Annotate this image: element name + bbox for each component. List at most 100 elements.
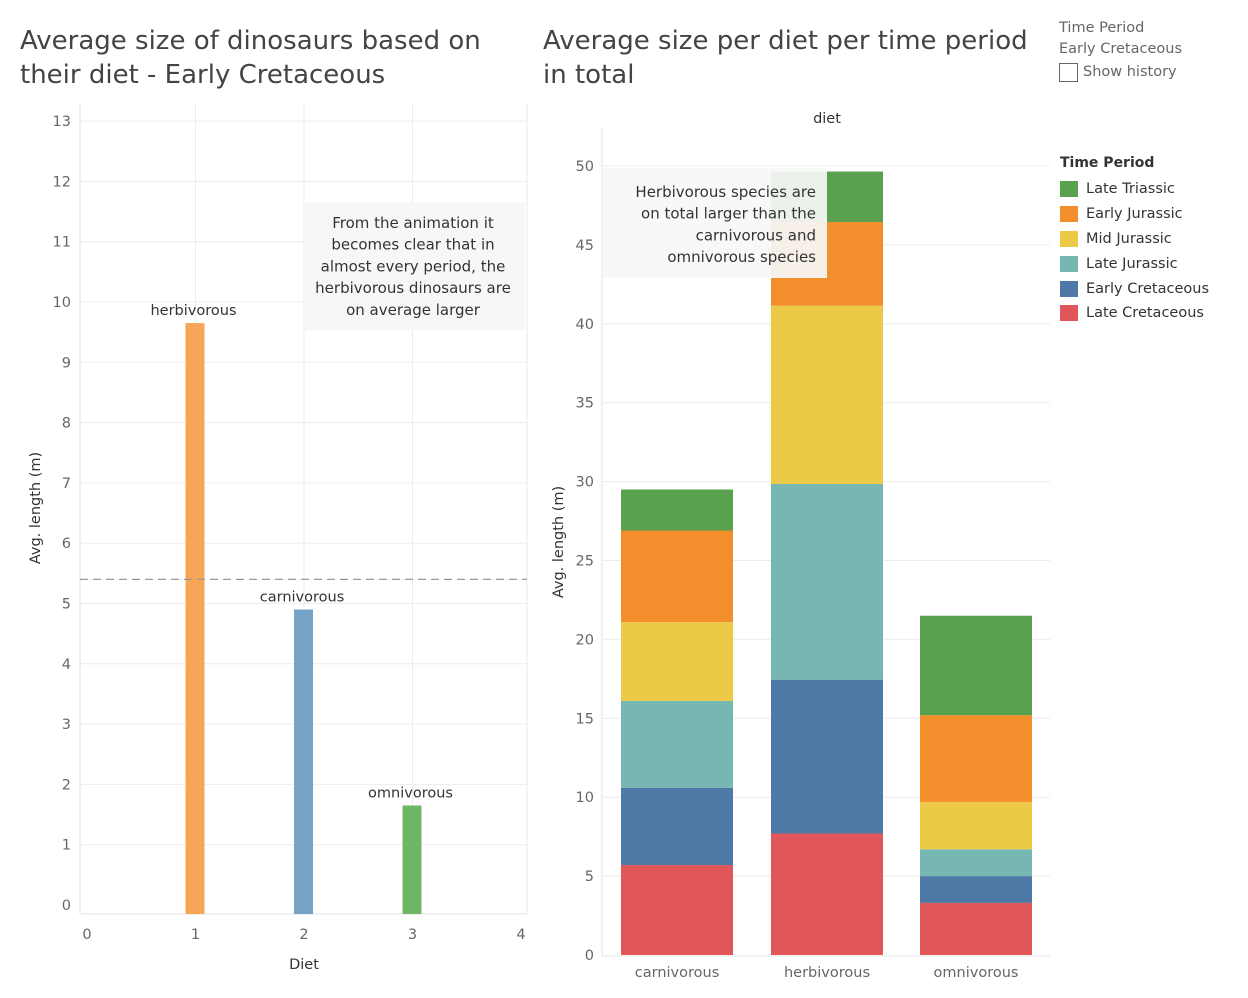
y-tick-label: 7	[62, 476, 71, 492]
annotation-text: omnivorous species	[667, 248, 816, 266]
y-tick-label: 0	[62, 898, 71, 914]
legend-label: Late Cretaceous	[1086, 305, 1204, 322]
x-tick-label: 0	[82, 927, 91, 943]
y-tick-label: 45	[576, 238, 594, 254]
annotation-text: on total larger than the	[641, 205, 816, 223]
y-tick-label: 20	[576, 632, 594, 648]
stacked-bar-segment	[771, 679, 883, 834]
y-tick-label: 13	[53, 114, 71, 130]
bar	[294, 609, 313, 914]
annotation-box	[305, 202, 525, 330]
stacked-bar-segment	[920, 801, 1032, 850]
legend-swatch	[1060, 255, 1078, 272]
y-tick-label: 2	[62, 777, 71, 793]
y-tick-label: 1	[62, 838, 71, 854]
x-axis-title: Diet	[289, 957, 319, 973]
stacked-bar-segment	[621, 530, 733, 623]
legend-swatch	[1060, 206, 1078, 223]
y-tick-label: 12	[53, 174, 71, 190]
stacked-bar-segment	[621, 622, 733, 701]
x-tick-label: 1	[191, 927, 200, 943]
bar	[402, 805, 422, 914]
legend-swatch	[1060, 181, 1078, 198]
time-period-filter: Time Period Early Cretaceous Show histor…	[1059, 18, 1182, 83]
time-period-legend: Time Period Late Triassic Early Jurassic M…	[1060, 155, 1209, 326]
y-axis-title: Avg. length (m)	[28, 452, 44, 564]
y-tick-label: 11	[53, 235, 71, 251]
x-axis-title: diet	[813, 111, 841, 127]
show-history-checkbox[interactable]	[1059, 63, 1078, 82]
y-tick-label: 9	[62, 355, 71, 371]
y-tick-label: 25	[576, 554, 594, 570]
left-chart-title: Average size of dinosaurs based on their…	[20, 26, 481, 90]
stacked-bar-segment	[621, 700, 733, 788]
legend-item[interactable]: Mid Jurassic	[1060, 227, 1209, 252]
annotation-text: on average larger	[346, 301, 481, 319]
show-history-label: Show history	[1083, 64, 1177, 80]
y-tick-label: 8	[62, 416, 71, 432]
y-tick-label: 15	[576, 711, 594, 727]
annotation-text: almost every period, the	[321, 257, 506, 275]
y-tick-label: 50	[576, 159, 594, 175]
stacked-bar-segment	[771, 833, 883, 955]
y-axis-title: Avg. length (m)	[551, 486, 567, 598]
stacked-bar-segment	[920, 715, 1032, 802]
legend-title: Time Period	[1060, 155, 1155, 171]
x-tick-label: 3	[408, 927, 417, 943]
bar	[185, 323, 205, 915]
y-tick-label: 30	[576, 475, 594, 491]
bar-label: herbivorous	[150, 303, 236, 319]
legend-label: Late Triassic	[1086, 181, 1175, 198]
legend-label: Early Jurassic	[1086, 206, 1183, 223]
annotation-text: From the animation it	[332, 214, 494, 232]
x-tick-label: herbivorous	[784, 965, 870, 981]
x-tick-label: 4	[516, 927, 525, 943]
annotation-text: becomes clear that in	[331, 236, 494, 254]
legend-item[interactable]: Late Triassic	[1060, 177, 1209, 202]
stacked-bar-segment	[621, 787, 733, 866]
legend-item[interactable]: Early Jurassic	[1060, 202, 1209, 227]
filter-label: Time Period	[1059, 20, 1145, 36]
annotation-box	[603, 168, 827, 278]
y-tick-label: 40	[576, 317, 594, 333]
y-tick-label: 3	[62, 717, 71, 733]
legend-swatch	[1060, 305, 1078, 322]
legend-label: Mid Jurassic	[1086, 230, 1172, 247]
show-history-toggle[interactable]: Show history	[1059, 62, 1182, 83]
annotation-text: herbivorous dinosaurs are	[315, 279, 511, 297]
bar-label: omnivorous	[368, 786, 453, 802]
filter-value: Early Cretaceous	[1059, 41, 1182, 57]
y-tick-label: 5	[62, 597, 71, 613]
right-chart: 0 5 10 15 20 25 30 35 40 45 50 diet Avg. length (m) c…	[551, 111, 1050, 981]
legend-swatch	[1060, 230, 1078, 247]
y-tick-label: 35	[576, 396, 594, 412]
legend-label: Early Cretaceous	[1086, 280, 1209, 297]
legend-item[interactable]: Early Cretaceous	[1060, 276, 1209, 301]
stacked-bar-segment	[621, 489, 733, 531]
stacked-bar-segment	[771, 483, 883, 680]
stacked-bar-segment	[771, 305, 883, 484]
annotation-text: carnivorous and	[696, 226, 816, 244]
y-tick-label: 10	[53, 295, 71, 311]
y-tick-label: 5	[585, 869, 594, 885]
x-tick-label: 2	[299, 927, 308, 943]
bar-label: carnivorous	[260, 590, 345, 606]
x-tick-label: carnivorous	[635, 965, 720, 981]
legend-item[interactable]: Late Jurassic	[1060, 251, 1209, 276]
stacked-bar-segment	[621, 865, 733, 955]
y-tick-label: 0	[585, 948, 594, 964]
legend-swatch	[1060, 280, 1078, 297]
legend-label: Late Jurassic	[1086, 255, 1178, 272]
y-tick-label: 6	[62, 536, 71, 552]
stacked-bar-segment	[920, 876, 1032, 903]
legend-item[interactable]: Late Cretaceous	[1060, 301, 1209, 326]
stacked-bar-segment	[920, 849, 1032, 877]
right-chart-title: Average size per diet per time period in…	[543, 26, 1028, 90]
x-tick-label: omnivorous	[934, 965, 1019, 981]
annotation-text: Herbivorous species are	[635, 183, 816, 201]
y-tick-label: 4	[62, 657, 71, 673]
stacked-bar-segment	[920, 615, 1032, 716]
y-tick-label: 10	[576, 790, 594, 806]
stacked-bar-segment	[920, 902, 1032, 955]
